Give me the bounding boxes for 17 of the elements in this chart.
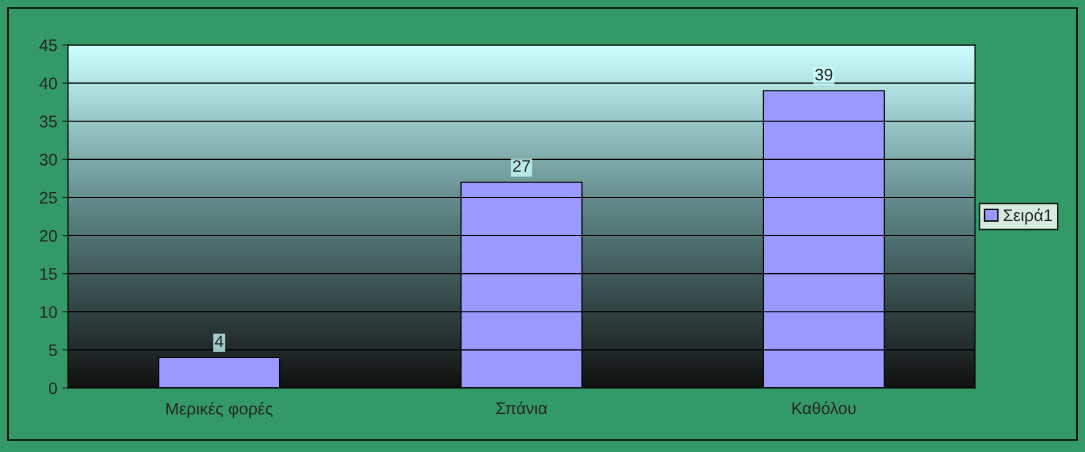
y-tick-label: 30	[39, 153, 57, 166]
y-tick-label: 5	[48, 344, 57, 357]
y-tick-label: 35	[39, 115, 57, 128]
y-tick-label: 10	[40, 306, 57, 318]
data-label: 27	[513, 160, 530, 172]
y-tick-label: 25	[39, 191, 57, 204]
x-tick-label: Μερικές φορές	[166, 401, 273, 418]
x-tick-label: Σπάνια	[496, 401, 548, 415]
y-tick-label: 20	[39, 229, 57, 242]
y-tick-label: 45	[39, 39, 57, 52]
x-tick-label: Καθόλου	[792, 401, 856, 415]
data-label: 4	[214, 335, 224, 348]
y-tick-label: 40	[39, 77, 57, 90]
y-tick-label: 15	[40, 268, 57, 280]
y-tick-label: 0	[48, 382, 57, 395]
legend-label: Σειρά1	[1003, 208, 1052, 225]
data-label: 39	[815, 68, 833, 81]
